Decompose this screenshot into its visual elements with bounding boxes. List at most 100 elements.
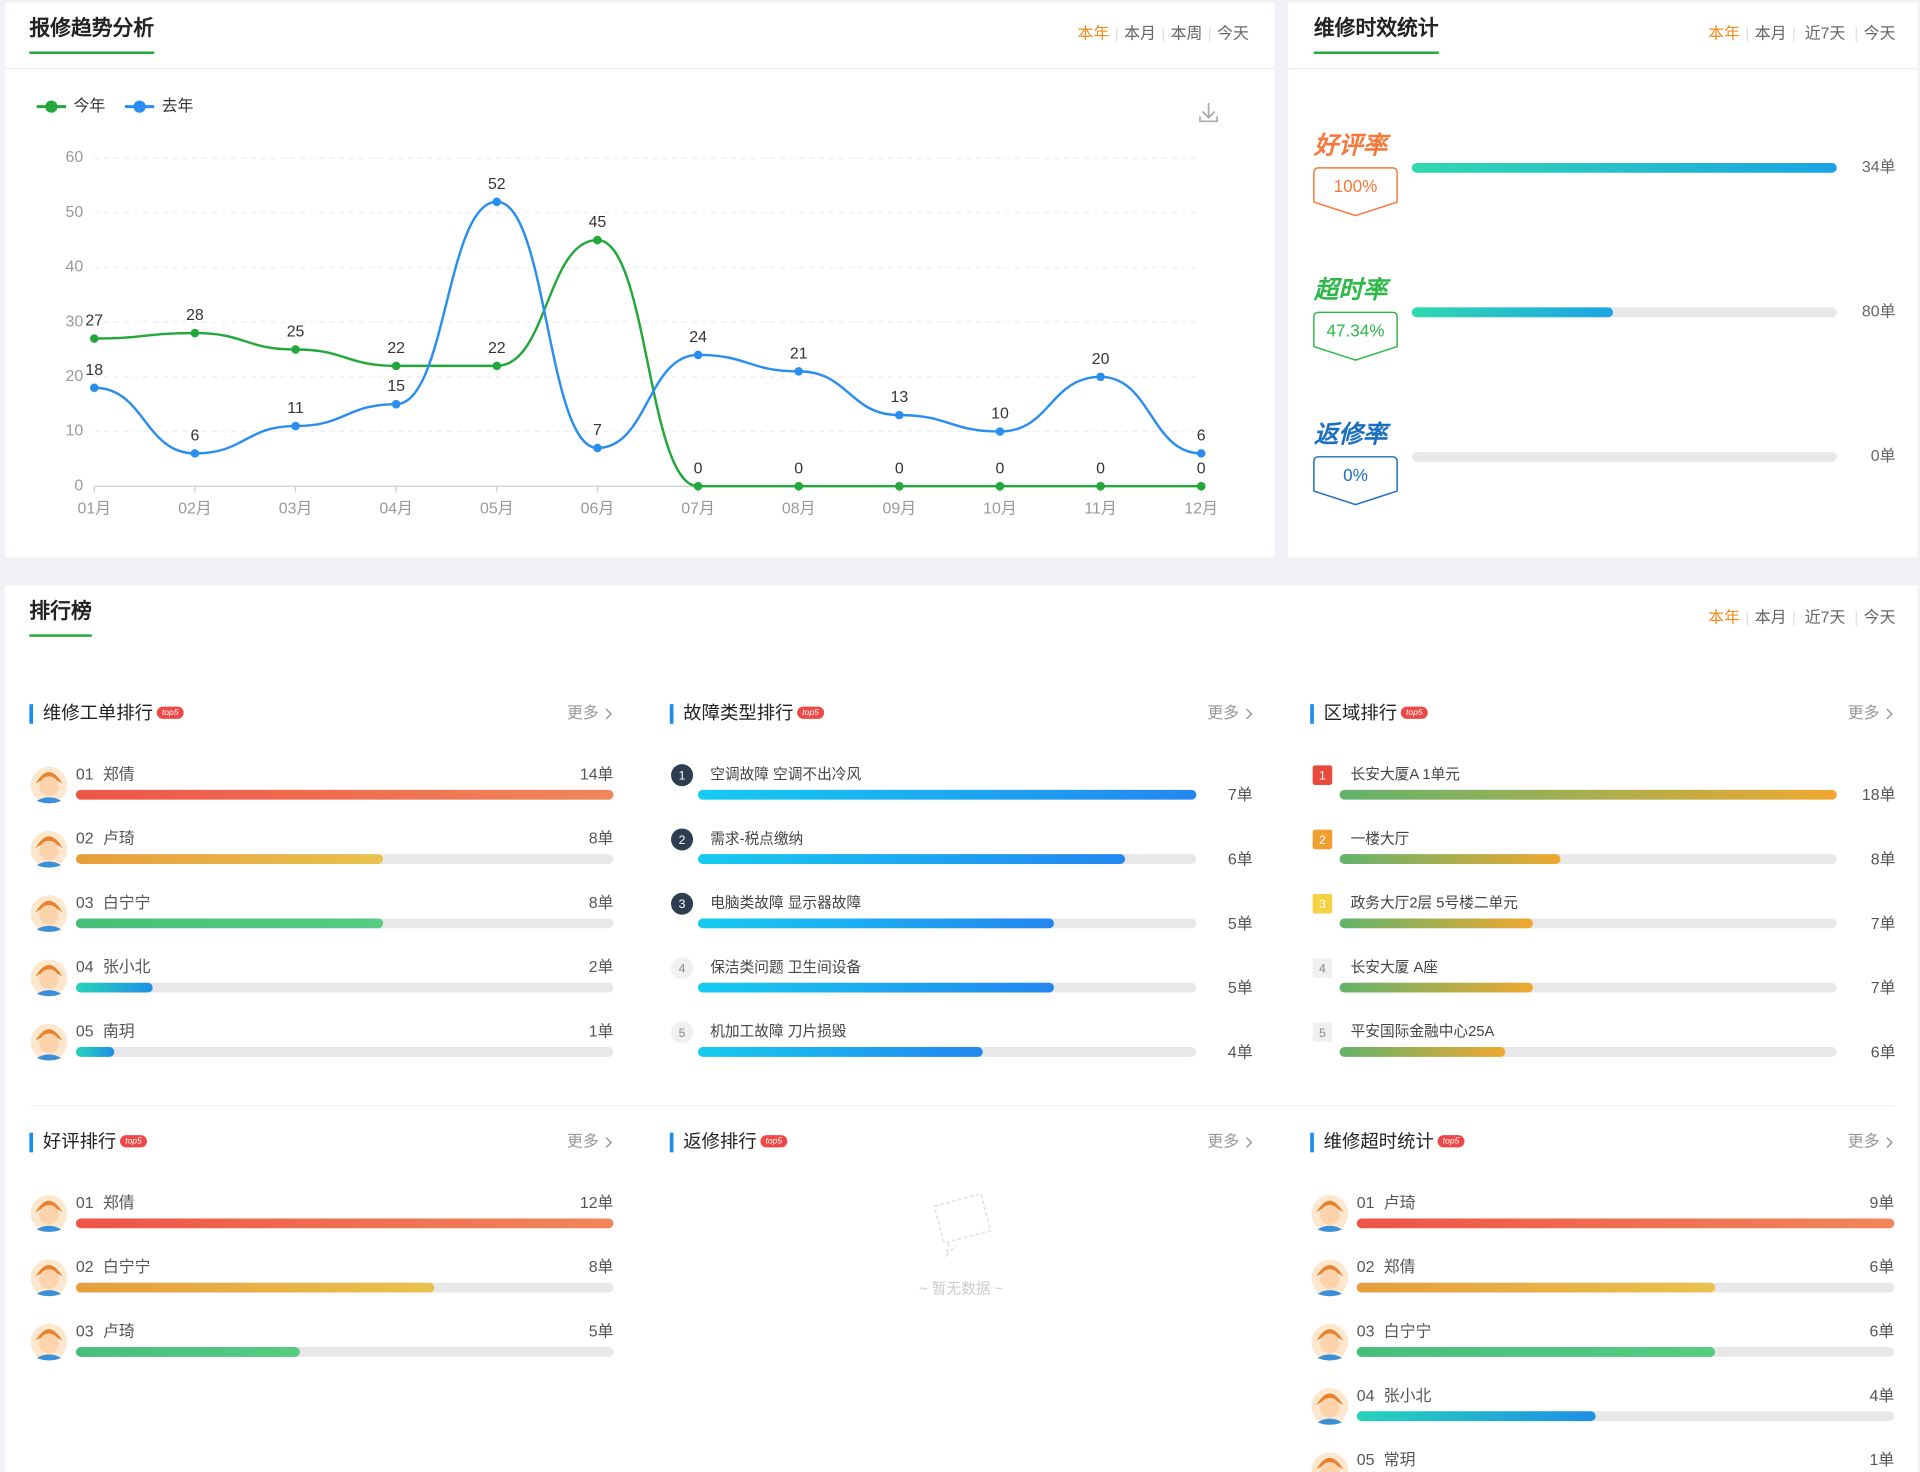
- x-tick-label: 05月: [480, 501, 514, 518]
- tab[interactable]: 本年: [1708, 25, 1740, 43]
- value-label: 8单: [589, 894, 614, 912]
- list-marker: [669, 1132, 674, 1153]
- tab[interactable]: 近7天: [1805, 25, 1846, 43]
- name: 郑倩: [103, 1194, 135, 1212]
- tab[interactable]: 本月: [1124, 25, 1156, 43]
- more-link[interactable]: 更多: [567, 1133, 599, 1151]
- data-point: [492, 197, 502, 207]
- name: 空调故障 空调不出冷风: [710, 765, 861, 783]
- tab[interactable]: 本月: [1755, 25, 1787, 43]
- value-label: 9单: [1870, 1194, 1895, 1212]
- value-label: 1单: [589, 1023, 614, 1041]
- rank: 01: [76, 1195, 94, 1212]
- tab[interactable]: 本周: [1171, 25, 1203, 43]
- name: 长安大厦 A座: [1351, 959, 1438, 976]
- rank: 2: [679, 833, 686, 847]
- name: 白宁宁: [103, 894, 151, 912]
- more-chevron[interactable]: [1886, 708, 1893, 720]
- data-point: [895, 481, 904, 491]
- tab[interactable]: 本月: [1755, 609, 1787, 627]
- data-point: [190, 449, 200, 458]
- badge: [797, 706, 825, 719]
- bar: [75, 789, 614, 800]
- data-label: 6: [1197, 427, 1206, 444]
- x-tick-label: 02月: [178, 501, 212, 518]
- name: 白宁宁: [103, 1258, 151, 1276]
- more-chevron[interactable]: [605, 1137, 613, 1148]
- data-point: [794, 367, 803, 376]
- avatar-face: [39, 969, 59, 989]
- data-label: 21: [790, 345, 808, 362]
- badge: [1400, 706, 1428, 719]
- avatar-shirt: [36, 925, 62, 932]
- title-underline: [29, 634, 92, 637]
- more-link[interactable]: 更多: [1848, 704, 1880, 722]
- bar: [1356, 1282, 1716, 1293]
- more-link[interactable]: 更多: [567, 704, 599, 722]
- bar: [1339, 982, 1533, 993]
- badge-label: top5: [1406, 707, 1423, 717]
- data-point: [492, 361, 502, 371]
- rank-badge: [1312, 765, 1333, 785]
- rank: 05: [76, 1024, 94, 1041]
- legend-marker: [133, 100, 146, 113]
- x-tick-label: 08月: [782, 501, 816, 518]
- data-point: [1096, 372, 1105, 382]
- bar: [75, 854, 384, 864]
- bar: [1339, 1047, 1506, 1057]
- rank-badge: [671, 828, 694, 851]
- more-chevron[interactable]: [1246, 1137, 1253, 1148]
- y-tick-label: 40: [66, 259, 84, 276]
- more-link[interactable]: 更多: [1207, 704, 1239, 722]
- name: 南玥: [103, 1023, 135, 1041]
- data-point: [593, 235, 602, 245]
- more-chevron[interactable]: [1246, 708, 1253, 720]
- more-link[interactable]: 更多: [1207, 1133, 1239, 1151]
- value-label: 1单: [1870, 1451, 1895, 1469]
- avatar-shirt: [36, 1225, 62, 1232]
- count-label: 34单: [1862, 158, 1896, 176]
- value-label: 6单: [1871, 1043, 1896, 1061]
- rank: 5: [679, 1026, 686, 1040]
- value-label: 8单: [589, 830, 614, 848]
- rank: 1: [1319, 769, 1326, 783]
- avatar-shirt: [1317, 1418, 1343, 1425]
- tab[interactable]: 近7天: [1805, 609, 1846, 627]
- list-title: 返修排行: [683, 1130, 756, 1151]
- more-link[interactable]: 更多: [1848, 1133, 1880, 1151]
- badge-label: top5: [766, 1136, 783, 1146]
- rank-badge: [1312, 829, 1333, 850]
- avatar-face: [1320, 1269, 1340, 1289]
- badge: [120, 1135, 147, 1148]
- bar-track: [1411, 451, 1837, 462]
- tab[interactable]: 本年: [1708, 609, 1740, 627]
- data-label: 13: [890, 389, 908, 406]
- more-chevron[interactable]: [1886, 1137, 1893, 1148]
- bar: [697, 789, 1197, 800]
- x-tick-label: 11月: [1084, 501, 1116, 518]
- data-point: [190, 328, 200, 338]
- legend-label[interactable]: 去年: [162, 97, 194, 115]
- bar: [1356, 1347, 1716, 1357]
- list-marker: [29, 1132, 34, 1153]
- data-point: [90, 383, 99, 393]
- avatar-face: [1320, 1462, 1340, 1472]
- rate-badge: [1313, 456, 1398, 506]
- tab[interactable]: 今天: [1864, 609, 1896, 627]
- legend-label[interactable]: 今年: [73, 97, 105, 115]
- badge: [760, 1135, 788, 1148]
- more-chevron[interactable]: [605, 708, 613, 720]
- data-point: [391, 399, 401, 409]
- y-tick-label: 10: [66, 423, 84, 440]
- value-label: 6单: [1228, 850, 1253, 868]
- rate-bar: [1411, 162, 1837, 173]
- tab[interactable]: 本年: [1078, 25, 1110, 43]
- download-icon[interactable]: [1199, 102, 1218, 123]
- tab[interactable]: 今天: [1217, 25, 1249, 43]
- value-label: 4单: [1870, 1387, 1895, 1405]
- bar: [75, 1347, 300, 1357]
- download-glyph[interactable]: [1199, 102, 1218, 123]
- data-label: 27: [85, 313, 103, 330]
- tab[interactable]: 今天: [1864, 25, 1896, 43]
